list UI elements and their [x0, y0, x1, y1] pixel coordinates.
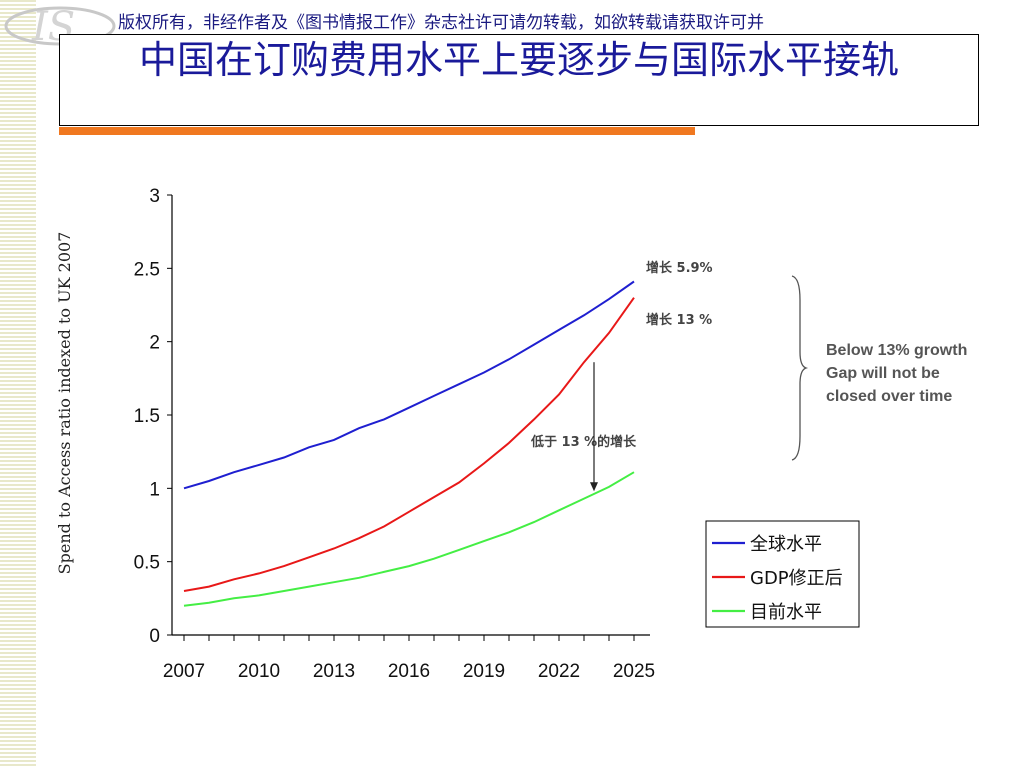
- copyright-notice: 版权所有，非经作者及《图书情报工作》杂志社许可请勿转载，如欲转载请获取许可并: [118, 13, 764, 33]
- slide-title-box: 中国在订购费用水平上要逐步与国际水平接轨: [59, 34, 979, 126]
- annotation-growth-red: 增长 13 %: [646, 312, 712, 328]
- y-tick-label: 1.5: [134, 406, 160, 427]
- annotation-below-growth: 低于 13 %的增长: [530, 434, 637, 450]
- x-tick-label: 2010: [238, 661, 280, 682]
- x-tick-label: 2022: [538, 661, 580, 682]
- chart-axes: 0 0.5 1 1.5 2 2.5 3 2007 2010 2013 2016 2019 2022 202…: [134, 186, 656, 682]
- legend-label-0: 全球水平: [750, 534, 822, 555]
- gap-arrow: [590, 362, 598, 492]
- x-tick-label: 2013: [313, 661, 355, 682]
- series-line-0: [183, 280, 635, 490]
- y-tick-label: 2.5: [134, 259, 160, 280]
- x-tick-label: 2019: [463, 661, 505, 682]
- title-underline: [59, 127, 695, 135]
- gap-annotation-line-1: Below 13% growth: [826, 342, 967, 359]
- y-tick-label: 0: [149, 626, 160, 647]
- legend-label-2: 目前水平: [750, 602, 822, 623]
- slide-title: 中国在订购费用水平上要逐步与国际水平接轨: [138, 38, 899, 82]
- chart-series: [183, 280, 635, 607]
- legend-label-1: GDP修正后: [750, 568, 843, 589]
- y-axis-label: Spend to Access ratio indexed to UK 2007: [55, 232, 74, 575]
- arrow-head: [590, 482, 598, 492]
- y-tick-label: 0.5: [134, 553, 160, 574]
- y-tick-label: 2: [149, 333, 160, 354]
- decorative-left-stripes: [0, 0, 36, 768]
- y-tick-label: 3: [149, 186, 160, 207]
- x-tick-label: 2025: [613, 661, 655, 682]
- x-tick-label: 2016: [388, 661, 430, 682]
- y-tick-label: 1: [149, 479, 160, 500]
- legend-box: [705, 520, 860, 628]
- series-line-2: [183, 471, 635, 607]
- gap-annotation-line-2: Gap will not be: [826, 365, 940, 382]
- annotation-growth-blue: 增长 5.9%: [646, 260, 713, 276]
- gap-annotation-line-3: closed over time: [826, 388, 952, 405]
- series-line-1: [183, 297, 635, 592]
- x-tick-label: 2007: [163, 661, 205, 682]
- gap-brace: [791, 275, 809, 461]
